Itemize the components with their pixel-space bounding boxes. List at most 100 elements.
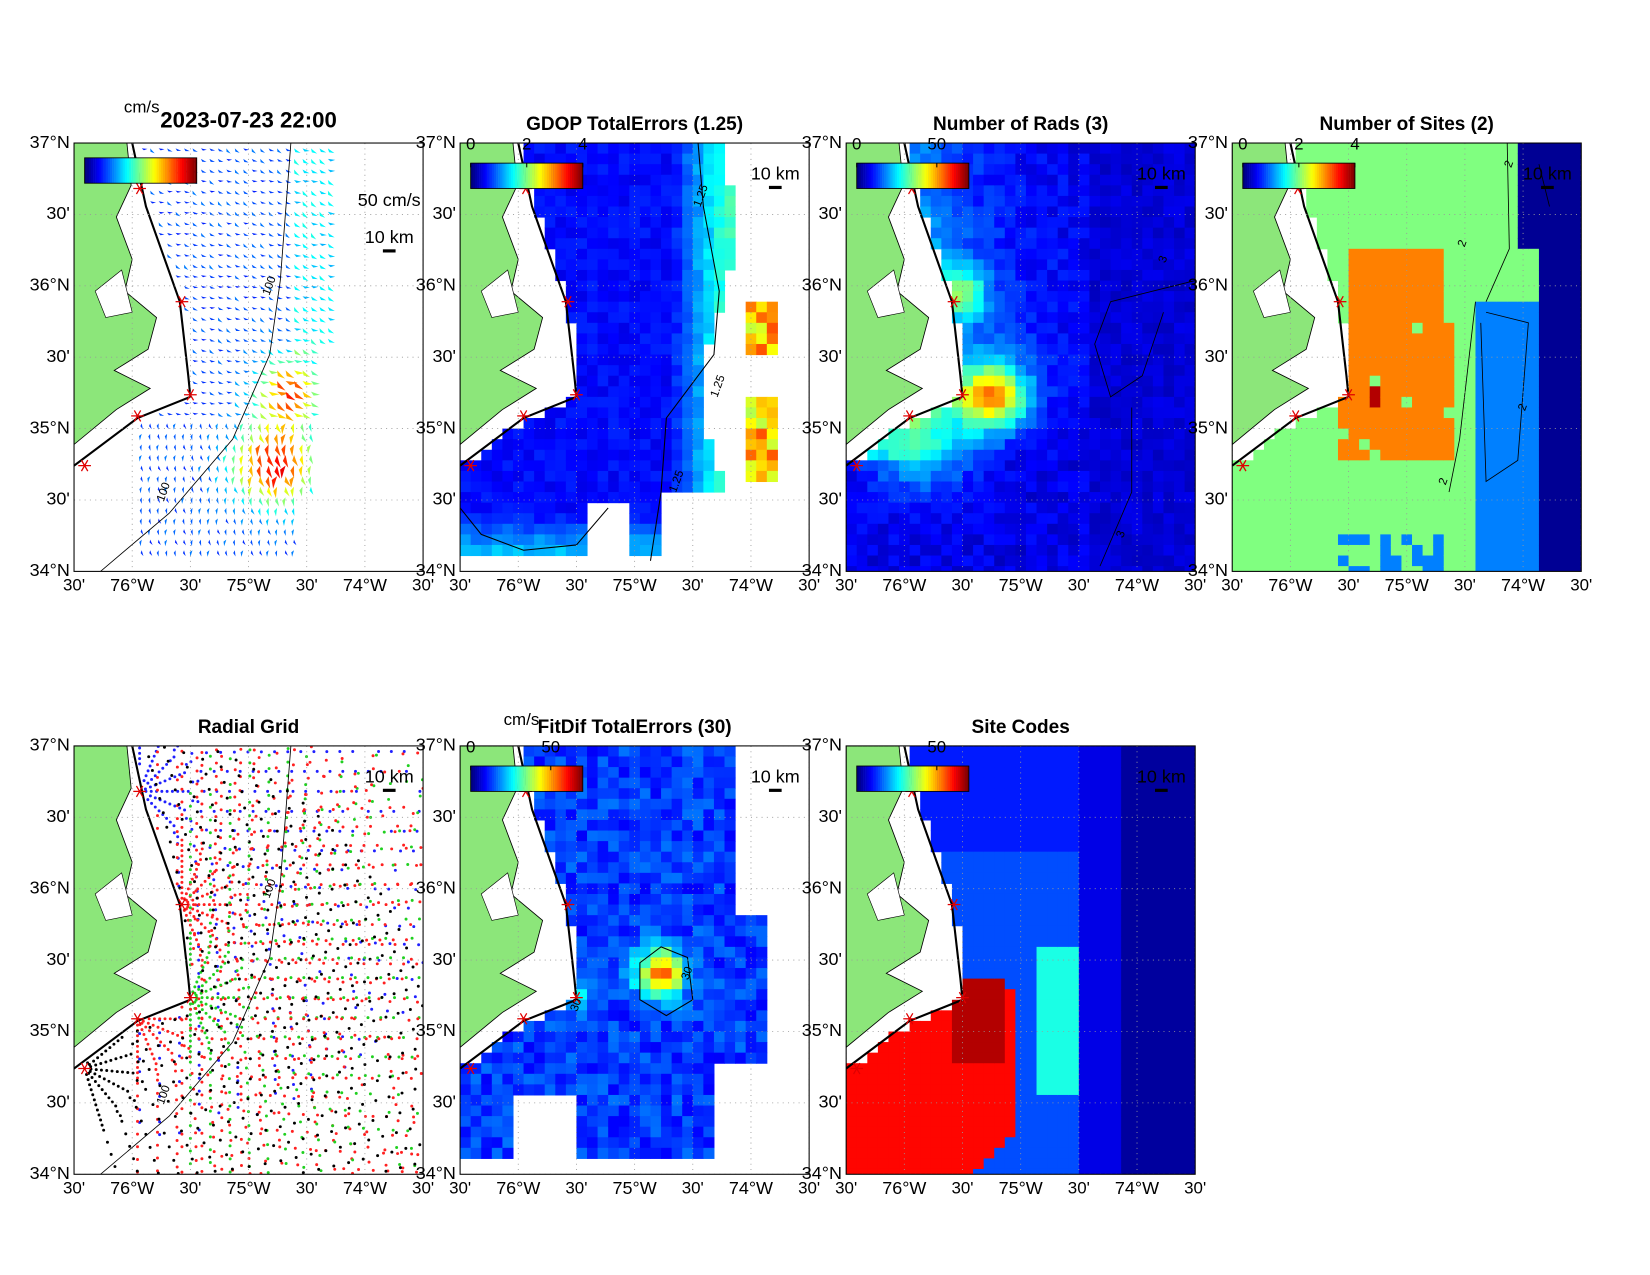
current-vector xyxy=(259,518,263,525)
radial-grid-point xyxy=(328,863,332,867)
field-cell xyxy=(1078,544,1090,557)
field-cell xyxy=(661,185,673,197)
field-cell xyxy=(1068,164,1080,176)
field-cell xyxy=(1570,206,1582,218)
field-cell xyxy=(1538,206,1551,218)
field-cell xyxy=(618,322,630,334)
radial-grid-point xyxy=(317,808,321,812)
field-cell xyxy=(1486,523,1498,535)
field-cell xyxy=(1078,523,1090,535)
field-cell xyxy=(1412,544,1424,557)
current-vector xyxy=(192,349,198,355)
radial-grid-point xyxy=(157,809,161,813)
current-vector xyxy=(232,444,236,454)
field-cell xyxy=(983,333,995,345)
field-cell xyxy=(703,217,715,229)
radial-grid-point xyxy=(257,756,261,760)
field-cell xyxy=(973,343,985,356)
field-cell xyxy=(994,185,1006,197)
radial-grid-point xyxy=(158,1056,162,1060)
radial-grid-point xyxy=(410,1104,414,1108)
field-cell xyxy=(587,206,599,218)
current-vector xyxy=(172,423,176,430)
radial-grid-point xyxy=(180,813,184,817)
radial-grid-point xyxy=(231,932,235,936)
field-cell xyxy=(1078,259,1090,271)
radial-grid-point xyxy=(178,806,182,810)
field-cell xyxy=(1390,143,1402,155)
field-cell xyxy=(1306,428,1318,440)
field-cell xyxy=(1089,301,1101,313)
field-cell xyxy=(983,523,995,535)
field-cell xyxy=(1142,386,1154,398)
radial-grid-point xyxy=(241,865,245,869)
current-vector xyxy=(258,476,265,487)
current-vector xyxy=(217,222,223,228)
radial-grid-point xyxy=(150,759,154,763)
field-cell xyxy=(846,492,858,504)
current-vector xyxy=(327,328,335,334)
radial-grid-point xyxy=(292,1057,296,1061)
radial-grid-point xyxy=(313,867,317,871)
colorbar-cell xyxy=(527,163,531,189)
current-vector xyxy=(189,550,193,557)
field-cell xyxy=(888,428,900,440)
field-cell xyxy=(1486,375,1498,387)
radial-grid-point xyxy=(311,920,315,924)
field-cell xyxy=(983,343,995,356)
field-cell xyxy=(1560,502,1572,514)
colorbar-cell xyxy=(956,163,959,189)
current-vector xyxy=(167,201,173,206)
field-cell xyxy=(1369,428,1381,440)
field-cell xyxy=(888,544,900,557)
current-vector xyxy=(217,148,224,152)
field-cell xyxy=(1433,544,1445,557)
field-cell xyxy=(1528,428,1540,440)
current-vector xyxy=(156,455,159,462)
field-cell xyxy=(1025,291,1038,303)
field-cell xyxy=(962,439,974,451)
radial-grid-point xyxy=(253,996,257,1000)
field-cell xyxy=(1184,449,1196,461)
field-cell xyxy=(1068,269,1080,282)
field-cell xyxy=(1110,386,1122,398)
field-cell xyxy=(1110,185,1122,197)
field-cell xyxy=(983,566,995,572)
field-cell xyxy=(1560,566,1572,572)
field-cell xyxy=(1232,470,1244,483)
radial-grid-point xyxy=(148,764,152,768)
field-cell xyxy=(1121,470,1133,483)
radial-grid-point xyxy=(163,779,167,783)
radial-grid-point xyxy=(239,1098,243,1102)
field-cell xyxy=(1390,343,1402,356)
field-cell xyxy=(994,333,1006,345)
field-cell xyxy=(1464,418,1477,430)
current-vector xyxy=(198,529,201,536)
field-cell xyxy=(608,259,620,271)
field-cell xyxy=(1337,407,1350,419)
field-cell xyxy=(1242,523,1254,535)
field-cell xyxy=(1263,449,1276,461)
current-vector xyxy=(277,381,286,391)
current-vector xyxy=(302,201,309,208)
field-cell xyxy=(994,523,1006,535)
radial-grid-point xyxy=(173,804,177,808)
field-cell xyxy=(1295,544,1307,557)
field-cell xyxy=(1142,513,1154,525)
field-cell xyxy=(1078,428,1090,440)
radial-grid-point xyxy=(340,757,344,760)
field-cell xyxy=(1036,312,1048,324)
field-cell xyxy=(1337,259,1350,271)
radial-grid-point xyxy=(195,980,199,984)
field-cell xyxy=(639,143,652,155)
colorbar-cell xyxy=(863,163,866,189)
field-cell xyxy=(555,153,567,165)
radial-grid-point xyxy=(176,789,180,793)
radial-grid-point xyxy=(180,1056,184,1060)
field-cell xyxy=(1538,502,1551,514)
field-cell xyxy=(576,301,588,313)
field-cell xyxy=(1316,238,1328,250)
field-cell xyxy=(930,523,942,535)
field-cell xyxy=(587,407,599,419)
lat-tick-label: 30' xyxy=(432,489,455,509)
